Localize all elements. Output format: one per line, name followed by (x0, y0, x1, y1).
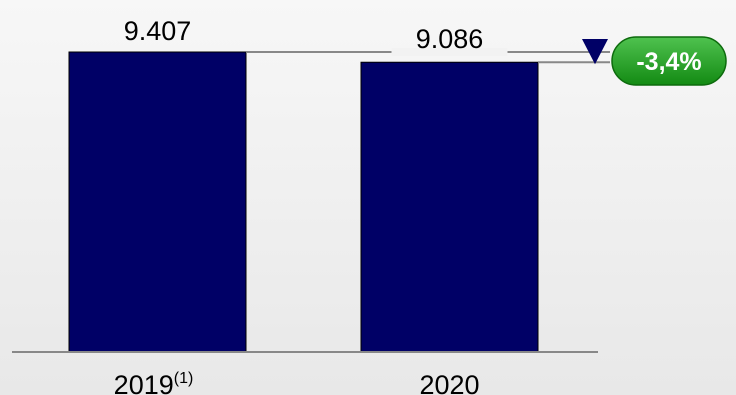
bar-2019 (68, 51, 247, 353)
bar-2020 (360, 61, 539, 353)
value-label-2019: 9.407 (124, 16, 192, 46)
x-tick-label-2019-year: 2019 (114, 370, 174, 395)
variation-badge (611, 36, 727, 86)
variation-label: -3,4% (636, 48, 701, 76)
value-label-2020-background (391, 48, 508, 56)
value-label-2020: 9.086 (416, 24, 484, 54)
x-tick-label-2019: 2019(1) (114, 370, 194, 395)
x-tick-label-2020: 2020 (419, 370, 479, 395)
down-arrow-icon (582, 39, 608, 65)
footnote-marker: (1) (174, 370, 194, 387)
